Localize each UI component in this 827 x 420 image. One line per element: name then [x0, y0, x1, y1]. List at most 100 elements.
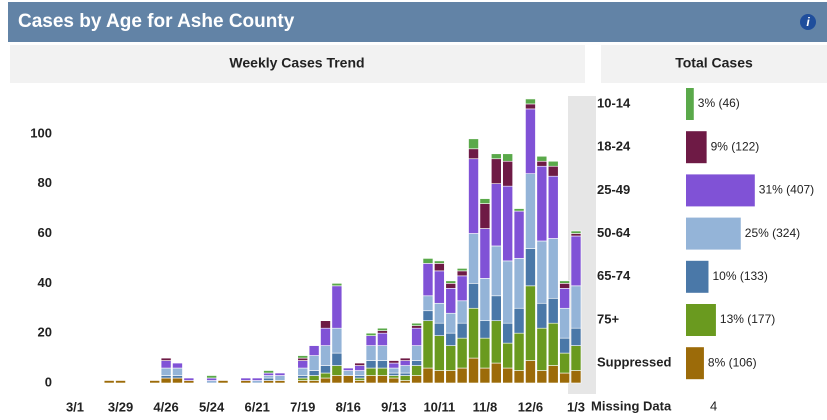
bar-segment: [377, 332, 388, 346]
category-label: 10-14: [597, 95, 631, 110]
bar-segment: [331, 285, 343, 329]
bar-segment: [502, 322, 513, 344]
bar-segment: [468, 357, 479, 384]
bar-segment: [513, 258, 525, 309]
bar-segment: [388, 372, 400, 376]
bar-segment: [263, 375, 274, 379]
bar-segment: [456, 367, 468, 384]
bar-segment: [172, 377, 183, 384]
y-tick-label: 0: [45, 374, 52, 389]
header-title: Cases by Age for Ashe County: [18, 11, 295, 32]
bar-segment: [479, 228, 491, 279]
bar-segment: [297, 380, 309, 384]
category-label: 75+: [597, 311, 619, 326]
bar-segment: [297, 367, 309, 376]
bar-segment: [479, 198, 491, 204]
bar-segment: [559, 352, 570, 374]
bar-segment: [570, 285, 582, 329]
bar-segment: [342, 367, 354, 371]
bar-segment: [536, 302, 548, 329]
bar-segment: [502, 367, 513, 384]
x-tick-label: 11/8: [473, 399, 498, 414]
bar-segment: [502, 160, 513, 187]
bar-segment: [411, 327, 422, 346]
info-icon[interactable]: [800, 14, 816, 30]
value-label: 10% (133): [712, 269, 767, 283]
bar-segment: [490, 362, 502, 384]
bar: [686, 347, 704, 380]
bar-segment: [490, 153, 502, 160]
bar-segment: [479, 367, 491, 384]
bar-segment: [422, 310, 434, 322]
bar-segment: [308, 380, 320, 384]
bar-segment: [388, 362, 400, 369]
bar-segment: [434, 322, 445, 336]
x-tick-label: 8/16: [336, 399, 361, 414]
bar-segment: [240, 377, 252, 381]
bar-segment: [536, 155, 548, 162]
bar-segment: [251, 380, 263, 384]
bar-segment: [445, 345, 457, 371]
bar-segment: [160, 367, 172, 376]
bar-segment: [434, 260, 445, 264]
bar-segment: [468, 158, 479, 234]
bar-segment: [399, 372, 411, 376]
bar-segment: [354, 375, 365, 379]
bar: [686, 260, 709, 293]
bar-segment: [411, 365, 422, 376]
bar-segment: [468, 307, 479, 359]
bar-segment: [183, 377, 195, 381]
value-label: 9% (122): [711, 139, 760, 153]
bar-segment: [525, 108, 536, 174]
bar-segment: [365, 375, 377, 384]
y-tick-label: 80: [38, 175, 52, 190]
bar-segment: [445, 283, 457, 289]
bar-segment: [536, 160, 548, 167]
bar-segment: [320, 372, 331, 379]
bar-segment: [456, 322, 468, 339]
bar-segment: [525, 360, 536, 384]
bar-segment: [342, 375, 354, 384]
bar: [686, 304, 716, 336]
y-tick-label: 100: [30, 125, 52, 140]
bar-segment: [331, 375, 343, 384]
bar-segment: [525, 173, 536, 249]
bar-segment: [547, 365, 559, 384]
bar-segment: [172, 375, 183, 379]
y-tick-label: 40: [38, 275, 52, 290]
bar-segment: [149, 380, 161, 384]
x-tick-label: 3/29: [108, 399, 133, 414]
bar-segment: [445, 288, 457, 314]
y-tick-label: 60: [38, 225, 52, 240]
bar: [686, 217, 741, 250]
bar-segment: [251, 377, 263, 381]
bar-segment: [468, 138, 479, 150]
bar-segment: [308, 375, 320, 381]
bar-segment: [377, 360, 388, 369]
bar-segment: [570, 370, 582, 384]
bar-segment: [206, 375, 217, 379]
bar-segment: [331, 283, 343, 287]
bar-segment: [547, 175, 559, 239]
panel-title: Total Cases: [675, 55, 753, 71]
bar-segment: [570, 230, 582, 234]
bar-segment: [456, 268, 468, 272]
bar-segment: [479, 278, 491, 322]
bar-segment: [513, 307, 525, 334]
bar-segment: [479, 320, 491, 339]
bar-segment: [297, 375, 309, 379]
bar-segment: [308, 355, 320, 371]
bar-segment: [331, 365, 343, 376]
info-icon-text[interactable]: i: [806, 15, 810, 29]
bar-segment: [479, 337, 491, 369]
bar-segment: [365, 345, 377, 361]
bar-segment: [388, 360, 400, 364]
panel-title: Weekly Cases Trend: [229, 55, 364, 71]
bar-segment: [399, 375, 411, 381]
bar-segment: [263, 372, 274, 376]
bar-segment: [490, 320, 502, 364]
bar-segment: [570, 345, 582, 371]
bar-segment: [365, 332, 377, 336]
bar-segment: [217, 380, 229, 384]
